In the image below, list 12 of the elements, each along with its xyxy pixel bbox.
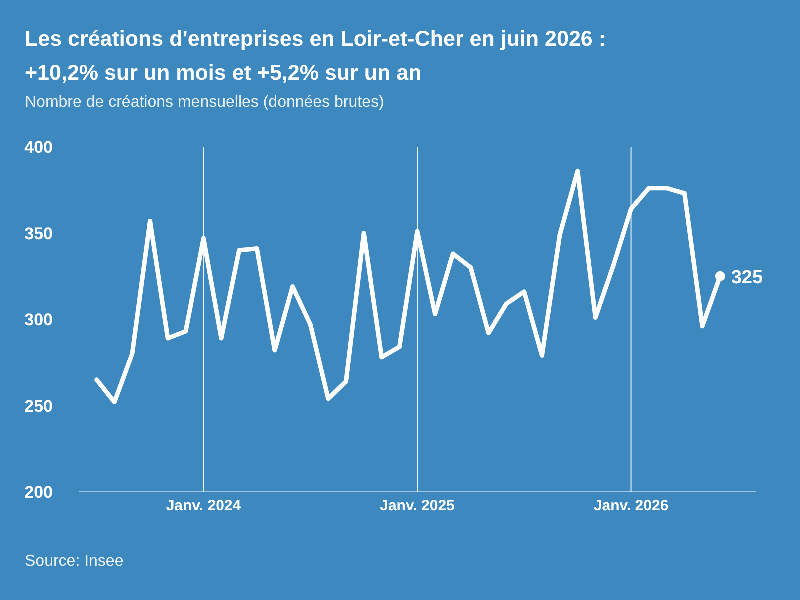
chart-title: Les créations d'entreprises en Loir-et-Cher en juin 2026 : +10,2% sur un mois et +5,2% sur un an (25, 26, 606, 87)
y-tick-label: 200 (24, 483, 53, 502)
y-tick-label: 300 (24, 310, 53, 330)
y-tick-label: 350 (24, 224, 53, 244)
x-tick-label: Janv. 2025 (380, 498, 455, 515)
y-tick-label: 250 (24, 396, 53, 416)
y-tick-label: 400 (24, 138, 53, 158)
chart-subtitle: Nombre de créations mensuelles (données brutes) (25, 94, 384, 112)
source-note: Source: Insee (25, 553, 124, 571)
data-label: 325 (731, 267, 764, 288)
x-tick-label: Janv. 2026 (594, 498, 669, 515)
x-tick-label: Janv. 2024 (166, 498, 242, 515)
